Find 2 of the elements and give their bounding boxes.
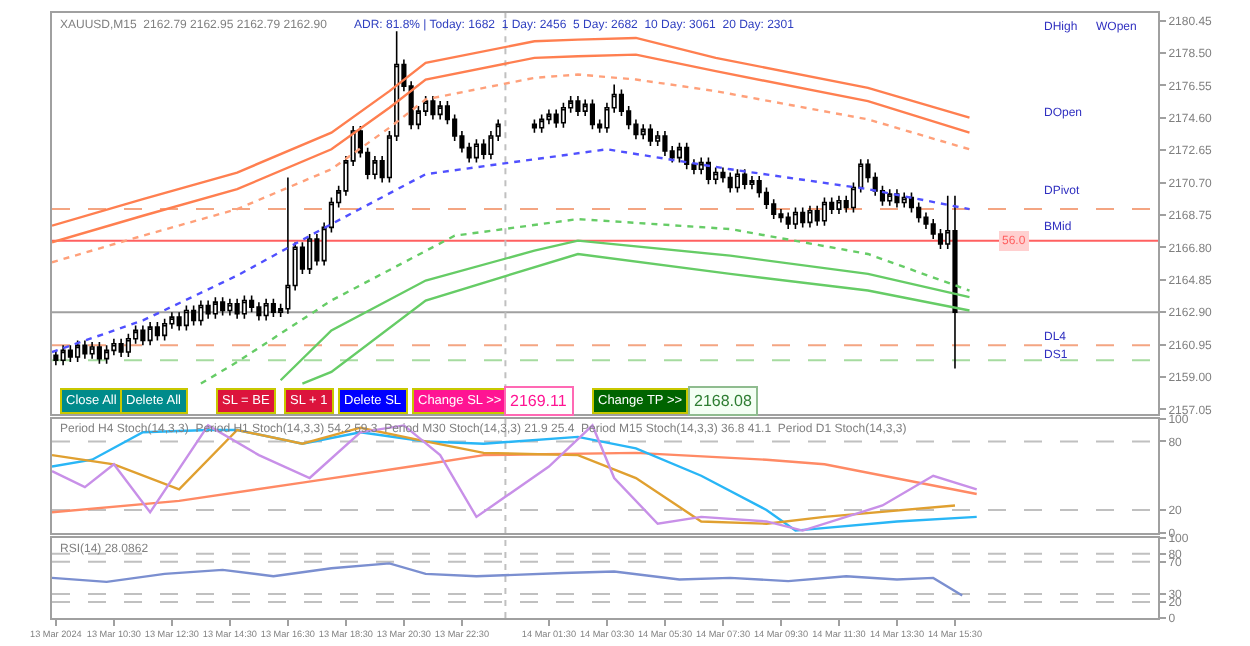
- annotation: 2169.11: [510, 392, 568, 410]
- annotation: 2168.08: [694, 392, 753, 410]
